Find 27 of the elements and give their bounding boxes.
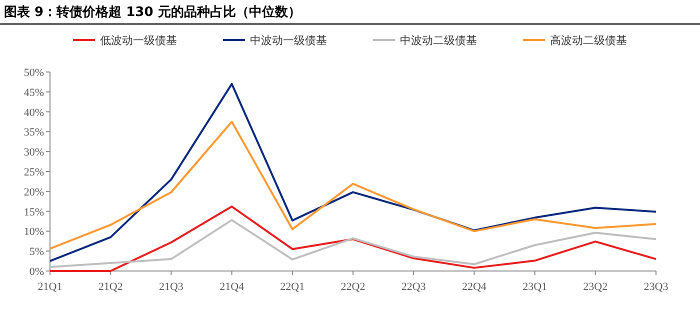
legend-label: 中波动二级债基	[400, 34, 477, 47]
chart-title: 图表 9：转债价格超 130 元的品种占比（中位数）	[4, 5, 301, 20]
y-tick-label: 10%	[24, 226, 44, 238]
x-tick-label: 22Q3	[401, 281, 426, 293]
legend-label: 高波动二级债基	[550, 34, 627, 47]
x-tick-label: 21Q4	[220, 281, 245, 293]
y-tick-label: 50%	[24, 67, 44, 79]
x-tick-label: 23Q2	[583, 281, 608, 293]
y-tick-label: 20%	[24, 186, 44, 198]
y-tick-label: 45%	[24, 86, 44, 99]
y-tick-label: 25%	[24, 166, 44, 178]
x-tick-label: 22Q1	[280, 281, 305, 293]
x-tick-label: 21Q1	[38, 281, 62, 293]
y-tick-label: 15%	[24, 206, 44, 218]
x-tick-label: 23Q1	[522, 281, 548, 293]
x-tick-label: 22Q4	[462, 281, 487, 293]
x-tick-label: 21Q3	[158, 281, 184, 293]
y-tick-label: 5%	[29, 246, 44, 258]
x-tick-label: 22Q2	[340, 281, 366, 293]
legend-label: 中波动一级债基	[250, 34, 327, 47]
y-tick-label: 35%	[24, 126, 44, 139]
x-tick-label: 21Q2	[98, 281, 123, 293]
y-tick-label: 40%	[24, 106, 44, 119]
y-tick-label: 0%	[29, 266, 44, 278]
x-tick-label: 23Q3	[644, 281, 669, 293]
y-tick-label: 30%	[24, 146, 44, 159]
legend-label: 低波动一级债基	[100, 34, 177, 47]
